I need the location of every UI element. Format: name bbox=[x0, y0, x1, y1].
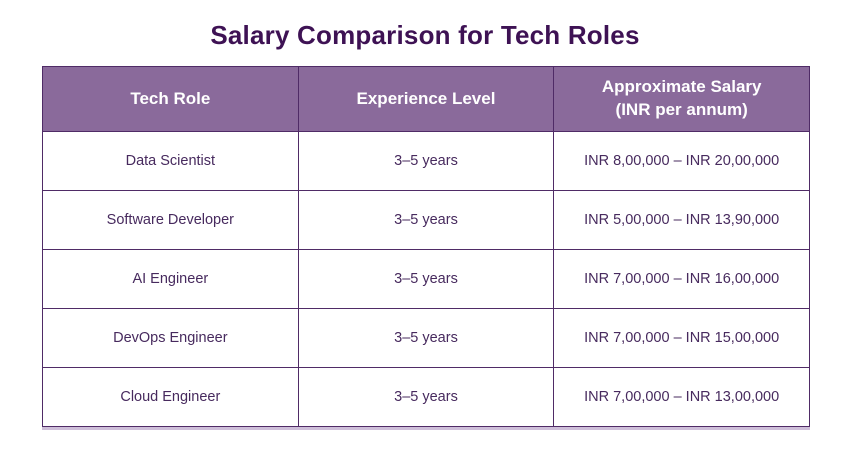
table-header: Tech Role Experience Level Approximate S… bbox=[42, 66, 810, 132]
cell-experience: 3–5 years bbox=[297, 190, 555, 250]
cell-salary: INR 7,00,000 – INR 15,00,000 bbox=[553, 308, 810, 368]
cell-role: AI Engineer bbox=[42, 249, 299, 309]
header-row: Tech Role Experience Level Approximate S… bbox=[42, 66, 810, 132]
cell-experience: 3–5 years bbox=[297, 308, 555, 368]
cell-salary: INR 7,00,000 – INR 13,00,000 bbox=[553, 367, 810, 427]
table-row: AI Engineer 3–5 years INR 7,00,000 – INR… bbox=[42, 249, 810, 309]
cell-role: Software Developer bbox=[42, 190, 299, 250]
cell-role: DevOps Engineer bbox=[42, 308, 299, 368]
header-label: Approximate Salary bbox=[601, 77, 762, 97]
cell-salary: INR 8,00,000 – INR 20,00,000 bbox=[553, 131, 810, 191]
header-label: Experience Level bbox=[356, 88, 496, 108]
cell-experience: 3–5 years bbox=[297, 249, 555, 309]
header-sublabel: (INR per annum) bbox=[615, 100, 748, 119]
header-label: Tech Role bbox=[130, 88, 211, 108]
header-experience-level: Experience Level bbox=[297, 66, 555, 132]
table-row: DevOps Engineer 3–5 years INR 7,00,000 –… bbox=[42, 308, 810, 368]
cell-salary: INR 5,00,000 – INR 13,90,000 bbox=[553, 190, 810, 250]
page-title: Salary Comparison for Tech Roles bbox=[210, 20, 640, 50]
cell-experience: 3–5 years bbox=[297, 367, 555, 427]
header-tech-role: Tech Role bbox=[42, 66, 299, 132]
table-row: Data Scientist 3–5 years INR 8,00,000 – … bbox=[42, 131, 810, 191]
cell-experience: 3–5 years bbox=[297, 131, 555, 191]
cell-role: Cloud Engineer bbox=[42, 367, 299, 427]
table-row: Cloud Engineer 3–5 years INR 7,00,000 – … bbox=[42, 367, 810, 427]
table-row: Software Developer 3–5 years INR 5,00,00… bbox=[42, 190, 810, 250]
cell-salary: INR 7,00,000 – INR 16,00,000 bbox=[553, 249, 810, 309]
table-body: Data Scientist 3–5 years INR 8,00,000 – … bbox=[42, 131, 810, 427]
header-approximate-salary: Approximate Salary (INR per annum) bbox=[553, 66, 810, 132]
cell-role: Data Scientist bbox=[42, 131, 299, 191]
salary-comparison-table: Tech Role Experience Level Approximate S… bbox=[42, 66, 810, 427]
